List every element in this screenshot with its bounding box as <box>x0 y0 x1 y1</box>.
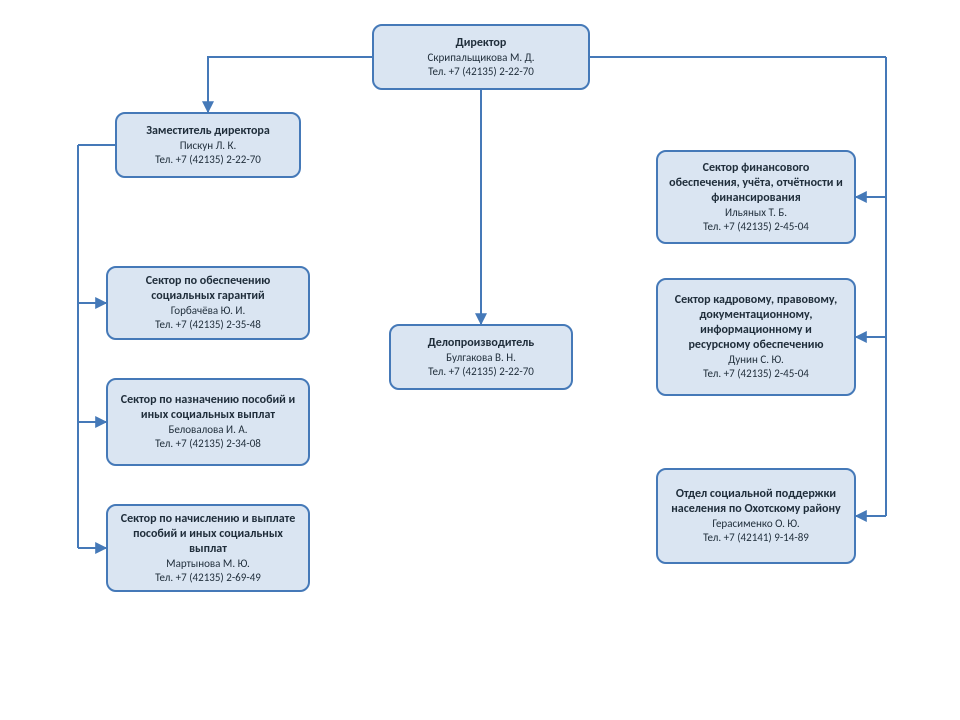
node-person: Скрипальщикова М. Д. <box>428 51 535 65</box>
node-clerk: Делопроизводитель Булгакова В. Н. Тел. +… <box>389 324 573 390</box>
node-phone: Тел. +7 (42135) 2-45-04 <box>703 367 809 381</box>
node-phone: Тел. +7 (42135) 2-34-08 <box>155 437 261 451</box>
node-left1: Сектор по обеспечению социальных гаранти… <box>106 266 310 340</box>
node-person: Мартынова М. Ю. <box>166 557 250 571</box>
node-title: Отдел социальной поддержки населения по … <box>668 487 844 517</box>
node-right1: Сектор финансового обеспечения, учёта, о… <box>656 150 856 244</box>
node-phone: Тел. +7 (42135) 2-22-70 <box>155 153 261 167</box>
node-title: Директор <box>456 36 507 51</box>
node-person: Пискун Л. К. <box>180 139 237 153</box>
node-right2: Сектор кадровому, правовому, документаци… <box>656 278 856 396</box>
node-right3: Отдел социальной поддержки населения по … <box>656 468 856 564</box>
node-phone: Тел. +7 (42141) 9-14-89 <box>703 531 809 545</box>
node-title: Делопроизводитель <box>428 336 534 351</box>
node-phone: Тел. +7 (42135) 2-22-70 <box>428 365 534 379</box>
node-title: Сектор финансового обеспечения, учёта, о… <box>668 161 844 206</box>
node-person: Горбачёва Ю. И. <box>171 304 245 318</box>
node-phone: Тел. +7 (42135) 2-35-48 <box>155 318 261 332</box>
node-phone: Тел. +7 (42135) 2-69-49 <box>155 571 261 585</box>
node-title: Сектор по назначению пособий и иных соци… <box>118 393 298 423</box>
node-title: Сектор по обеспечению социальных гаранти… <box>118 274 298 304</box>
node-phone: Тел. +7 (42135) 2-45-04 <box>703 220 809 234</box>
node-person: Беловалова И. А. <box>168 423 247 437</box>
node-title: Сектор кадровому, правовому, документаци… <box>668 293 844 353</box>
node-left2: Сектор по назначению пособий и иных соци… <box>106 378 310 466</box>
node-title: Сектор по начислению и выплате пособий и… <box>118 512 298 557</box>
node-title: Заместитель директора <box>146 124 270 139</box>
node-person: Дунин С. Ю. <box>728 353 783 367</box>
node-left3: Сектор по начислению и выплате пособий и… <box>106 504 310 592</box>
node-person: Булгакова В. Н. <box>446 351 516 365</box>
node-person: Герасименко О. Ю. <box>712 517 799 531</box>
node-phone: Тел. +7 (42135) 2-22-70 <box>428 65 534 79</box>
node-person: Ильяных Т. Б. <box>725 206 787 220</box>
node-director: Директор Скрипальщикова М. Д. Тел. +7 (4… <box>372 24 590 90</box>
node-deputy: Заместитель директора Пискун Л. К. Тел. … <box>115 112 301 178</box>
